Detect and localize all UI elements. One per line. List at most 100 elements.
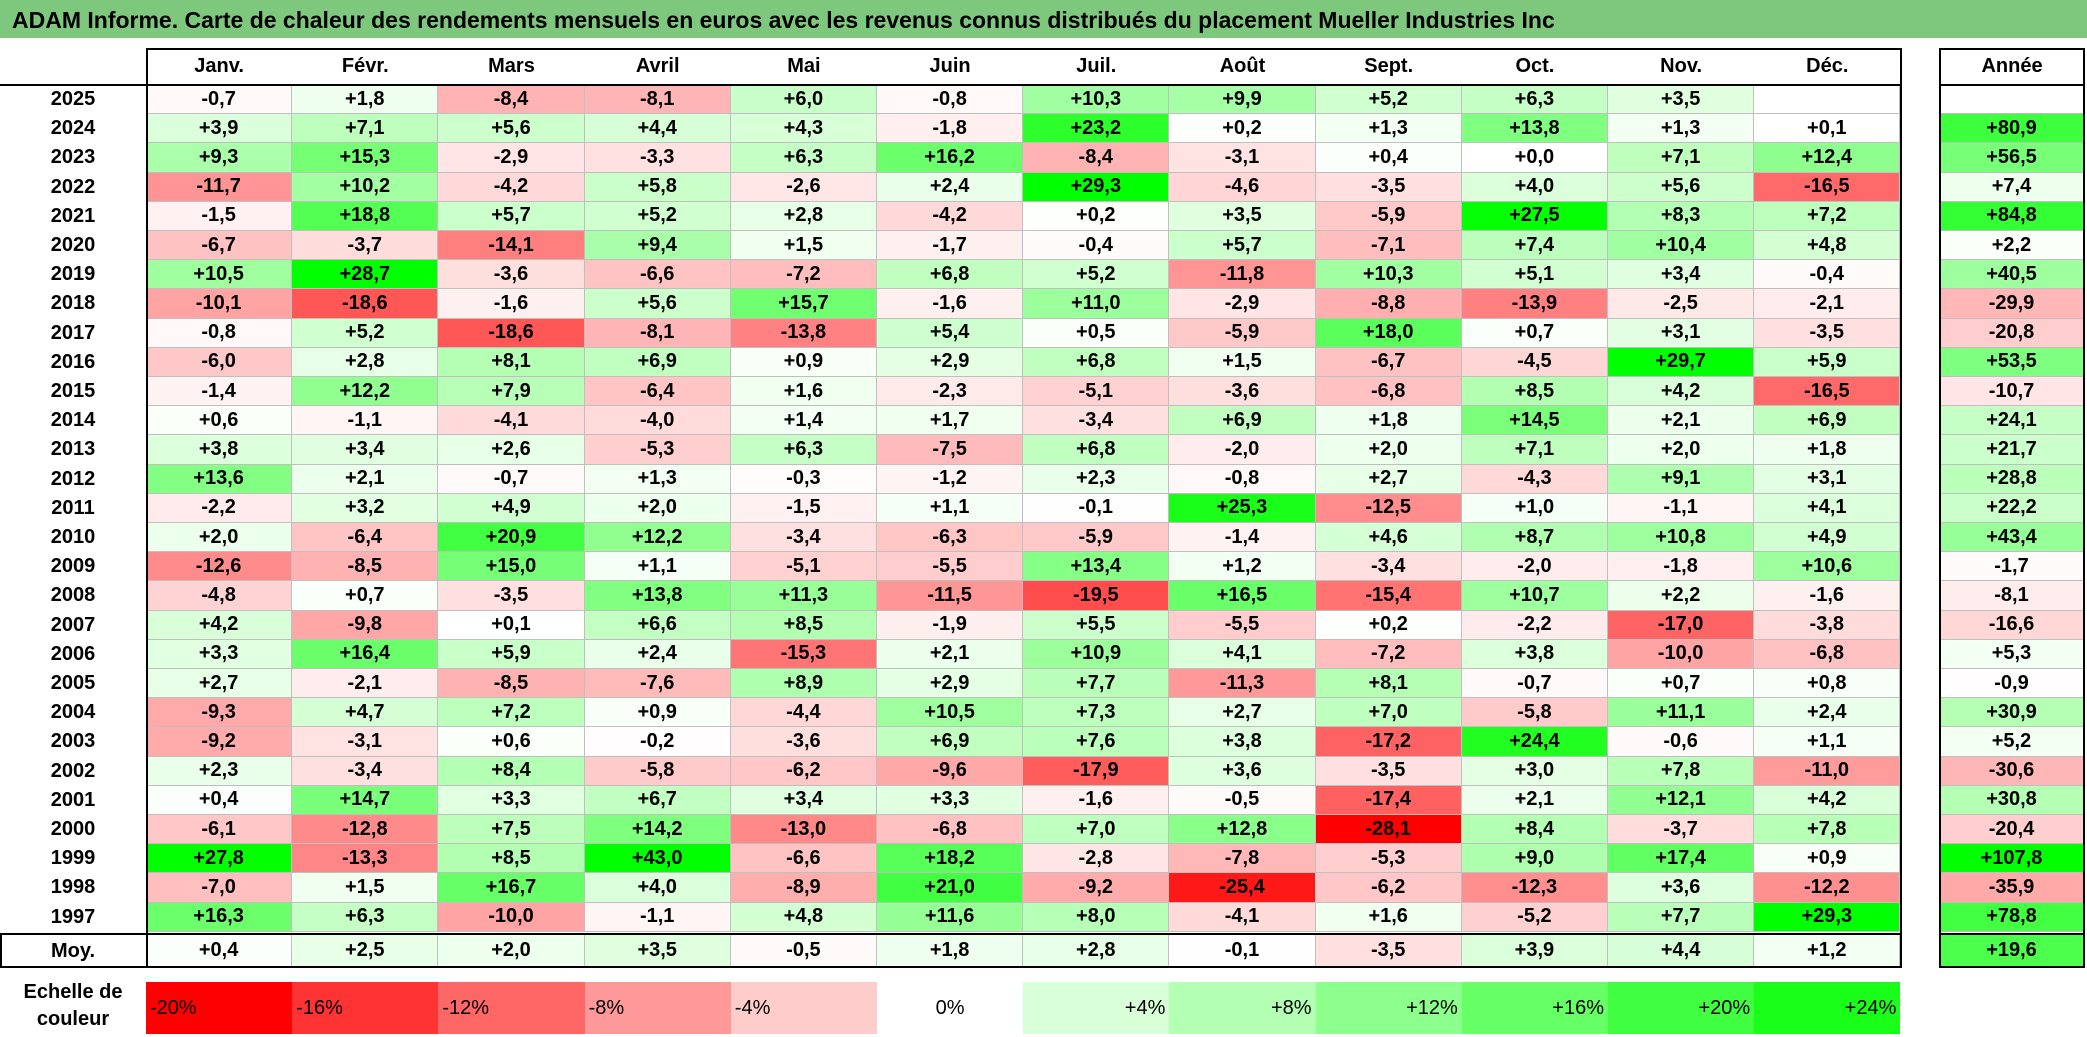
heatmap-cell: +0,7: [292, 581, 439, 611]
heatmap-cell: -9,6: [877, 756, 1024, 786]
heatmap-cell: +1,6: [1315, 902, 1462, 932]
color-scale-swatch: +20%: [1608, 982, 1755, 1034]
heatmap-cell: +2,4: [877, 172, 1024, 202]
heatmap-cell: +2,3: [1023, 464, 1170, 494]
heatmap-cell: +27,8: [146, 844, 293, 874]
color-scale-swatch: -20%: [146, 982, 293, 1034]
heatmap-cell: +16,2: [877, 143, 1024, 173]
annual-cell: +22,2: [1939, 493, 2085, 523]
heatmap-cell: +6,3: [292, 902, 439, 932]
heatmap-cell: +6,8: [877, 260, 1024, 290]
heatmap-cell: +6,3: [730, 143, 877, 173]
heatmap-cell: -18,6: [292, 289, 439, 319]
column-header: Nov.: [1660, 54, 1703, 77]
heatmap-cell: +5,7: [438, 201, 585, 231]
heatmap-cell: +13,8: [1461, 114, 1608, 144]
heatmap-cell: -3,6: [1169, 377, 1316, 407]
heatmap-cell: +29,3: [1023, 172, 1170, 202]
heatmap-cell: -5,8: [584, 756, 731, 786]
heatmap-cell: -17,0: [1608, 610, 1755, 640]
heatmap-cell: -6,7: [146, 231, 293, 261]
heatmap-cell: +3,4: [730, 785, 877, 815]
heatmap-cell: -0,4: [1754, 260, 1901, 290]
heatmap-cell: -0,3: [730, 464, 877, 494]
heatmap-cell: +13,8: [584, 581, 731, 611]
heatmap-cell: -13,3: [292, 844, 439, 874]
heatmap-cell: -2,2: [146, 493, 293, 523]
heatmap-cell: -1,9: [877, 610, 1024, 640]
heatmap-cell: -1,8: [1608, 552, 1755, 582]
heatmap-cell: -1,1: [292, 406, 439, 436]
heatmap-cell: +11,0: [1023, 289, 1170, 319]
heatmap-cell: +1,5: [292, 873, 439, 903]
heatmap-cell: +10,3: [1023, 85, 1170, 115]
heatmap-cell: -8,8: [1315, 289, 1462, 319]
heatmap-cell: -10,1: [146, 289, 293, 319]
heatmap-cell: +3,3: [438, 785, 585, 815]
heatmap-cell: -6,6: [584, 260, 731, 290]
heatmap-cell: -0,6: [1608, 727, 1755, 757]
heatmap-cell: -6,4: [584, 377, 731, 407]
annual-cell: -1,7: [1939, 552, 2085, 582]
column-header: Mars: [488, 54, 535, 77]
average-cell: +3,5: [584, 934, 731, 968]
heatmap-cell: +1,3: [1608, 114, 1755, 144]
heatmap-cell: +2,8: [730, 201, 877, 231]
heatmap-cell: +7,9: [438, 377, 585, 407]
heatmap-cell: -12,8: [292, 815, 439, 845]
heatmap-cell: +10,9: [1023, 639, 1170, 669]
heatmap-cell: +17,4: [1608, 844, 1755, 874]
heatmap-cell: +6,8: [1023, 435, 1170, 465]
annual-cell: +30,9: [1939, 698, 2085, 728]
heatmap-cell: +2,3: [146, 756, 293, 786]
heatmap-cell: -3,4: [730, 523, 877, 553]
heatmap-cell: +0,1: [438, 610, 585, 640]
heatmap-cell: -8,1: [584, 85, 731, 115]
heatmap-cell: -12,6: [146, 552, 293, 582]
color-scale-label-line: Echelle de: [23, 981, 123, 1003]
heatmap-cell: +5,8: [584, 172, 731, 202]
heatmap-cell: -1,1: [584, 902, 731, 932]
annual-cell: -20,4: [1939, 815, 2085, 845]
heatmap-cell: -7,1: [1315, 231, 1462, 261]
heatmap-cell: +23,2: [1023, 114, 1170, 144]
heatmap-cell: +0,2: [1023, 201, 1170, 231]
heatmap-cell: -16,5: [1754, 377, 1901, 407]
annual-cell: +24,1: [1939, 406, 2085, 436]
heatmap-cell: +7,2: [1754, 201, 1901, 231]
heatmap-cell: -12,5: [1315, 493, 1462, 523]
heatmap-cell: +3,5: [1608, 85, 1755, 115]
average-cell: -0,1: [1169, 934, 1316, 968]
year-label: 2007: [50, 613, 96, 636]
heatmap-cell: +7,1: [1461, 435, 1608, 465]
annual-cell: +28,8: [1939, 464, 2085, 494]
heatmap-cell: +0,0: [1461, 143, 1608, 173]
heatmap-cell: +1,1: [584, 552, 731, 582]
color-scale-swatch: +12%: [1315, 982, 1462, 1034]
year-label: 2015: [50, 380, 96, 403]
heatmap-cell: +2,0: [584, 493, 731, 523]
heatmap-cell: -3,5: [1315, 172, 1462, 202]
heatmap-cell: +12,2: [292, 377, 439, 407]
page-title: ADAM Informe. Carte de chaleur des rende…: [0, 0, 2087, 38]
heatmap-cell: +6,7: [584, 785, 731, 815]
heatmap-cell: -11,5: [877, 581, 1024, 611]
heatmap-cell: +10,8: [1608, 523, 1755, 553]
heatmap-cell: -3,4: [292, 756, 439, 786]
heatmap-cell: -1,6: [438, 289, 585, 319]
heatmap-cell: +1,8: [292, 85, 439, 115]
heatmap-cell: -3,8: [1754, 610, 1901, 640]
heatmap-cell: +4,1: [1754, 493, 1901, 523]
year-label: 2001: [50, 788, 96, 811]
heatmap-cell: -4,0: [584, 406, 731, 436]
heatmap-cell: -3,5: [1754, 318, 1901, 348]
heatmap-cell: -6,3: [877, 523, 1024, 553]
heatmap-cell: +6,8: [1023, 347, 1170, 377]
heatmap-cell: +3,5: [1169, 201, 1316, 231]
annual-cell: +80,9: [1939, 114, 2085, 144]
heatmap-cell: +6,0: [730, 85, 877, 115]
heatmap-cell: -1,1: [1608, 493, 1755, 523]
heatmap-cell: +2,6: [438, 435, 585, 465]
heatmap-cell: -0,5: [1169, 785, 1316, 815]
heatmap-cell: +27,5: [1461, 201, 1608, 231]
